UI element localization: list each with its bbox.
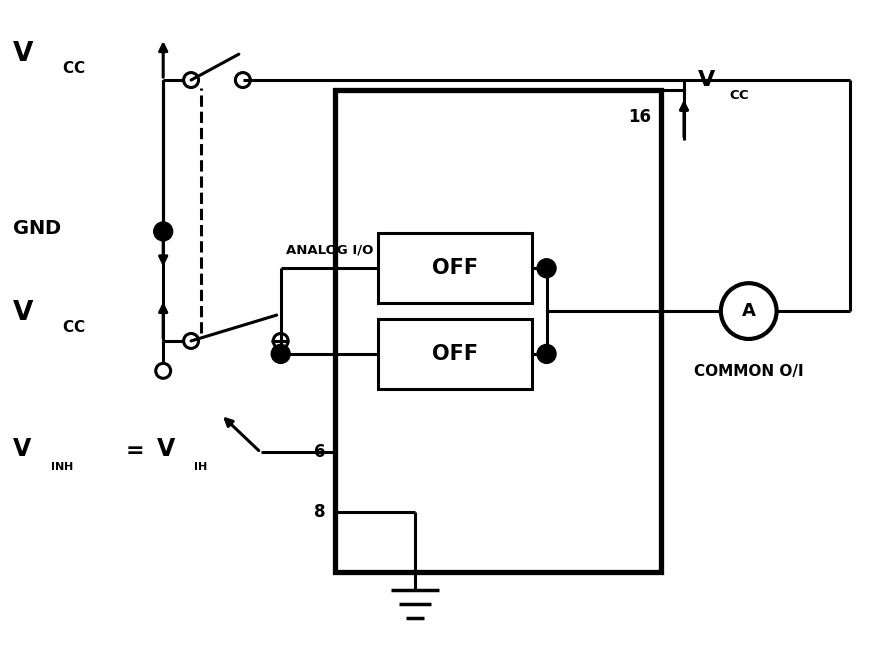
Text: $\mathbf{V}$: $\mathbf{V}$ — [12, 438, 32, 461]
Circle shape — [537, 259, 556, 278]
Text: $\mathbf{V}$: $\mathbf{V}$ — [12, 41, 34, 67]
Text: $\mathbf{CC}$: $\mathbf{CC}$ — [729, 89, 749, 102]
Text: 16: 16 — [628, 108, 651, 126]
Text: OFF: OFF — [432, 344, 478, 364]
Circle shape — [271, 344, 290, 364]
Text: OFF: OFF — [432, 258, 478, 278]
Text: $\mathbf{CC}$: $\mathbf{CC}$ — [62, 60, 85, 76]
Text: 6: 6 — [314, 444, 326, 461]
Text: $\mathbf{CC}$: $\mathbf{CC}$ — [62, 319, 85, 335]
Text: $\mathbf{INH}$: $\mathbf{INH}$ — [50, 461, 73, 473]
Text: A: A — [742, 302, 756, 320]
Text: $\mathbf{GND}$: $\mathbf{GND}$ — [12, 219, 62, 238]
Text: COMMON O/I: COMMON O/I — [694, 364, 804, 379]
Text: $\mathbf{V}$: $\mathbf{V}$ — [697, 70, 716, 90]
Circle shape — [537, 344, 556, 364]
Text: ANALOG I/O: ANALOG I/O — [285, 243, 373, 256]
Text: $\mathbf{IH}$: $\mathbf{IH}$ — [193, 461, 208, 473]
Circle shape — [153, 222, 173, 241]
Bar — [378, 233, 532, 303]
Text: $\mathbf{=}$: $\mathbf{=}$ — [121, 440, 144, 459]
Bar — [378, 319, 532, 389]
Text: 8: 8 — [314, 503, 326, 522]
Bar — [335, 90, 661, 572]
Text: $\mathbf{V}$: $\mathbf{V}$ — [12, 300, 34, 326]
Text: $\mathbf{V}$: $\mathbf{V}$ — [156, 438, 177, 461]
